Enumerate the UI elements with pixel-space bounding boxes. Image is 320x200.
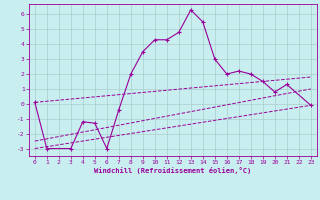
- X-axis label: Windchill (Refroidissement éolien,°C): Windchill (Refroidissement éolien,°C): [94, 167, 252, 174]
